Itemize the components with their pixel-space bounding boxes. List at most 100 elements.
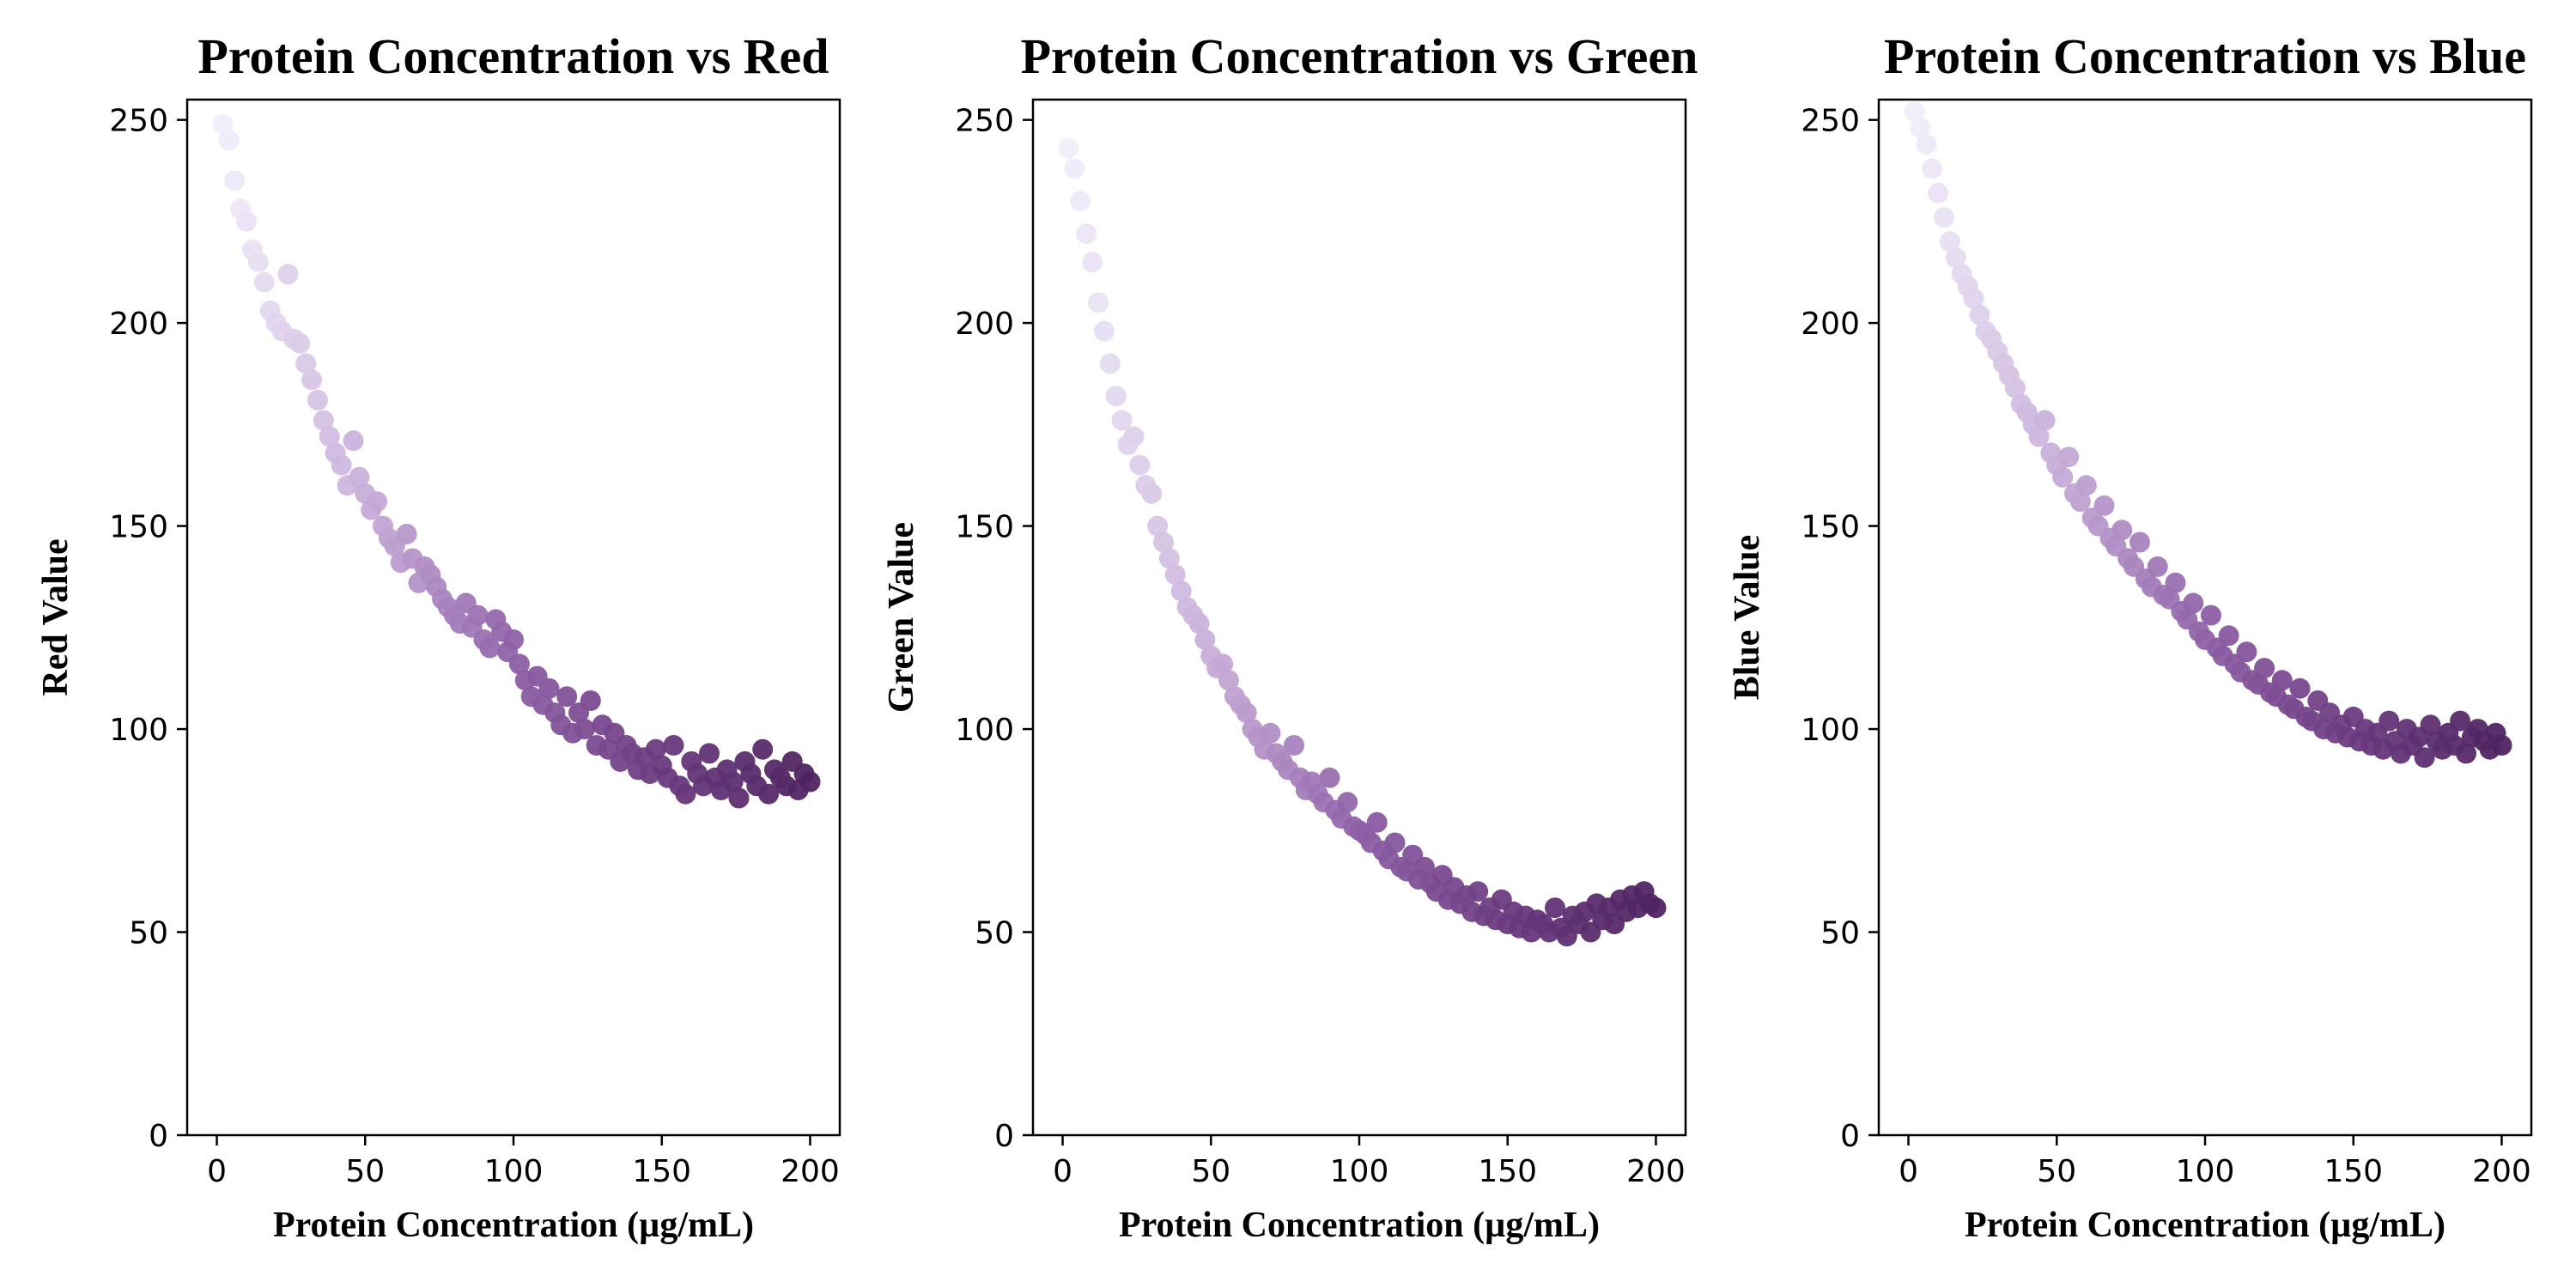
y-tick-label: 200 [1801, 307, 1860, 342]
data-point [2165, 572, 2186, 593]
x-axis-label: Protein Concentration (µg/mL) [1965, 1206, 2445, 1245]
data-point [212, 113, 234, 135]
data-point [289, 332, 311, 354]
data-point [728, 787, 750, 809]
y-tick-label: 0 [1840, 1119, 1860, 1154]
data-point [1910, 118, 1931, 139]
data-point [1284, 735, 1304, 756]
y-tick-label: 50 [975, 916, 1014, 951]
data-point [2034, 410, 2056, 431]
data-point [1170, 580, 1192, 602]
data-point [1916, 134, 1937, 155]
data-point [331, 454, 352, 476]
y-tick-label: 250 [955, 104, 1014, 139]
data-point [218, 130, 240, 151]
data-point [1467, 881, 1489, 902]
data-point [1076, 223, 1097, 245]
chart-title: Protein Concentration vs Red [197, 28, 829, 84]
data-point [2271, 670, 2293, 691]
scatter-points [1904, 101, 2512, 769]
x-axis-label: Protein Concentration (µg/mL) [273, 1206, 754, 1245]
x-tick-label: 0 [1053, 1154, 1072, 1189]
data-point [752, 738, 774, 760]
data-point [1164, 564, 1186, 586]
data-point [1319, 767, 1340, 788]
data-point [2093, 495, 2115, 516]
data-point [580, 690, 601, 711]
data-point [1158, 548, 1180, 569]
x-tick-label: 0 [1899, 1154, 1918, 1189]
x-tick-label: 200 [2472, 1154, 2531, 1189]
data-point [2491, 735, 2512, 756]
x-tick-label: 50 [345, 1154, 385, 1189]
data-point [396, 524, 417, 544]
x-tick-label: 100 [484, 1154, 544, 1189]
data-point [2129, 532, 2150, 553]
data-point [799, 771, 821, 793]
data-point [1153, 532, 1174, 553]
data-point [1082, 252, 1103, 273]
data-point [1093, 320, 1115, 342]
y-tick-label: 100 [109, 713, 168, 748]
y-tick-label: 50 [1820, 916, 1860, 951]
data-point [2058, 447, 2080, 468]
x-tick-label: 100 [2176, 1154, 2235, 1189]
data-point [1645, 897, 1667, 919]
data-point [1218, 670, 1239, 691]
data-point [1111, 410, 1133, 431]
data-point [2052, 466, 2074, 488]
data-point [2004, 377, 2026, 398]
data-point [2028, 426, 2050, 447]
x-axis-label: Protein Concentration (µg/mL) [1119, 1206, 1600, 1245]
data-point [538, 677, 560, 699]
data-point [2236, 641, 2257, 663]
data-point [224, 170, 246, 191]
data-point [1088, 292, 1109, 313]
x-tick-label: 50 [2037, 1154, 2076, 1189]
data-point [699, 743, 720, 764]
data-point [1129, 454, 1151, 476]
plot-frame [1031, 98, 1687, 1137]
data-point [508, 653, 530, 675]
chart-title: Protein Concentration vs Green [1021, 28, 1698, 84]
y-tick-label: 200 [955, 307, 1014, 342]
data-point [2254, 658, 2275, 679]
x-tick-label: 200 [781, 1154, 840, 1189]
data-point [1904, 101, 1925, 123]
x-tick-label: 100 [1330, 1154, 1389, 1189]
data-point [1212, 653, 1234, 675]
data-point [247, 252, 269, 273]
data-point [1123, 426, 1145, 447]
x-tick-label: 150 [2324, 1154, 2383, 1189]
data-point [2379, 710, 2400, 732]
data-point [663, 735, 684, 756]
data-point [758, 783, 780, 805]
y-tick-label: 150 [955, 510, 1014, 545]
data-point [556, 686, 578, 708]
data-point [2200, 605, 2221, 626]
data-point [1141, 483, 1163, 504]
data-point [1147, 515, 1169, 537]
data-point [1064, 158, 1085, 179]
plot-frame [185, 98, 841, 1137]
data-point [1070, 191, 1091, 212]
data-point [2147, 556, 2168, 577]
chart-panel-1: 0 50 100 150 200 0 50 100 150 200 250 Protein Conce… [36, 28, 841, 1245]
y-axis-label: Blue Value [1728, 535, 1767, 701]
data-point [307, 390, 328, 410]
data-point [343, 430, 364, 452]
data-point [319, 426, 340, 447]
data-point [2420, 714, 2441, 736]
data-point [574, 719, 595, 740]
data-point [1366, 811, 1388, 833]
x-tick-label: 150 [1478, 1154, 1537, 1189]
data-point [1384, 832, 1406, 854]
chart-panel-3: 0 50 100 150 200 0 50 100 150 200 250 Protein Conce… [1728, 28, 2533, 1245]
data-point [1058, 137, 1079, 159]
y-axis-label: Green Value [882, 522, 921, 713]
data-point [2069, 491, 2091, 513]
scatter-points [212, 113, 821, 809]
y-tick-label: 200 [109, 307, 168, 342]
data-point [479, 637, 501, 659]
